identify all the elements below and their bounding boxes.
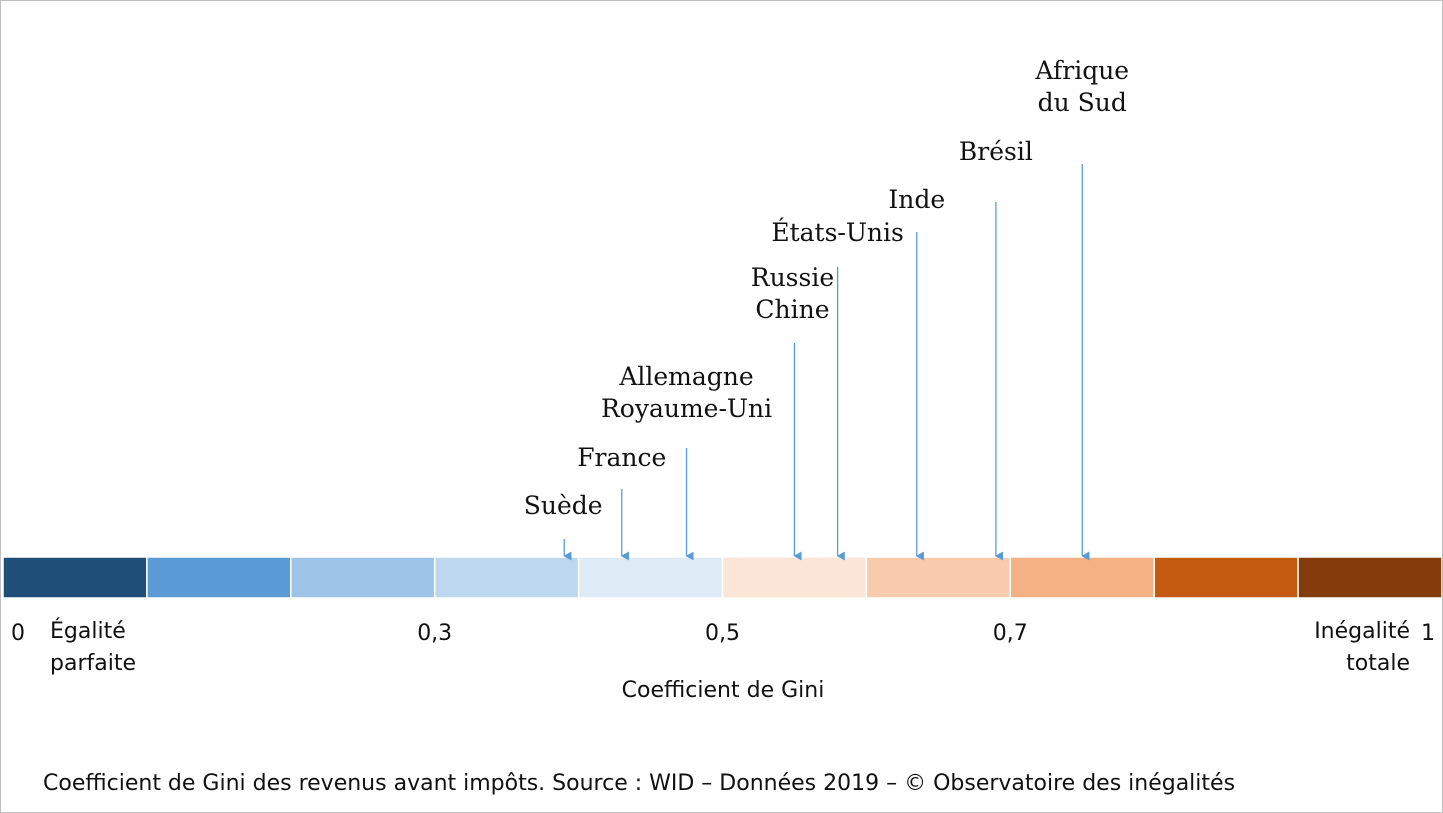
country-label-suede: Suède: [524, 491, 603, 520]
scale-segment-1: [146, 556, 292, 599]
scale-segment-8: [1153, 556, 1299, 599]
country-labels: Suède France Allemagne Royaume-Uni Russie Chi…: [524, 56, 1129, 520]
axis-end-labels: Égalité parfaite Inégalité totale: [50, 618, 1410, 676]
country-arrows: [563, 164, 1090, 561]
tick-label-0: 0: [11, 621, 25, 646]
scale-segment-7: [1009, 556, 1155, 599]
scale-segment-0: [2, 556, 148, 599]
country-label-afrique-du-sud: Afrique du Sud: [1034, 56, 1129, 117]
scale-segment-9: [1297, 556, 1442, 599]
gini-scale-bar: [2, 556, 1442, 599]
country-label-russie-chine: Russie Chine: [751, 263, 834, 324]
scale-segment-4: [577, 556, 724, 599]
country-label-france: France: [577, 443, 666, 472]
scale-segment-6: [865, 556, 1012, 599]
source-caption: Coefficient de Gini des revenus avant im…: [43, 771, 1236, 796]
country-label-allemagne-royaume-uni: Allemagne Royaume-Uni: [601, 362, 772, 423]
scale-segment-5: [721, 556, 868, 599]
left-end-label: Égalité parfaite: [50, 618, 136, 676]
country-label-bresil: Brésil: [959, 137, 1033, 166]
tick-label-0-5: 0,5: [705, 621, 740, 646]
tick-label-1: 1: [1421, 621, 1435, 646]
axis-ticks: 0 0,3 0,5 0,7 1: [11, 621, 1435, 646]
tick-label-0-3: 0,3: [417, 621, 452, 646]
tick-label-0-7: 0,7: [993, 621, 1028, 646]
right-end-label: Inégalité totale: [1314, 619, 1410, 676]
scale-segment-3: [433, 556, 580, 599]
country-label-inde: Inde: [888, 185, 945, 214]
scale-segment-2: [290, 556, 436, 599]
country-label-etats-unis: États-Unis: [771, 218, 904, 247]
x-axis-label: Coefficient de Gini: [622, 678, 825, 703]
